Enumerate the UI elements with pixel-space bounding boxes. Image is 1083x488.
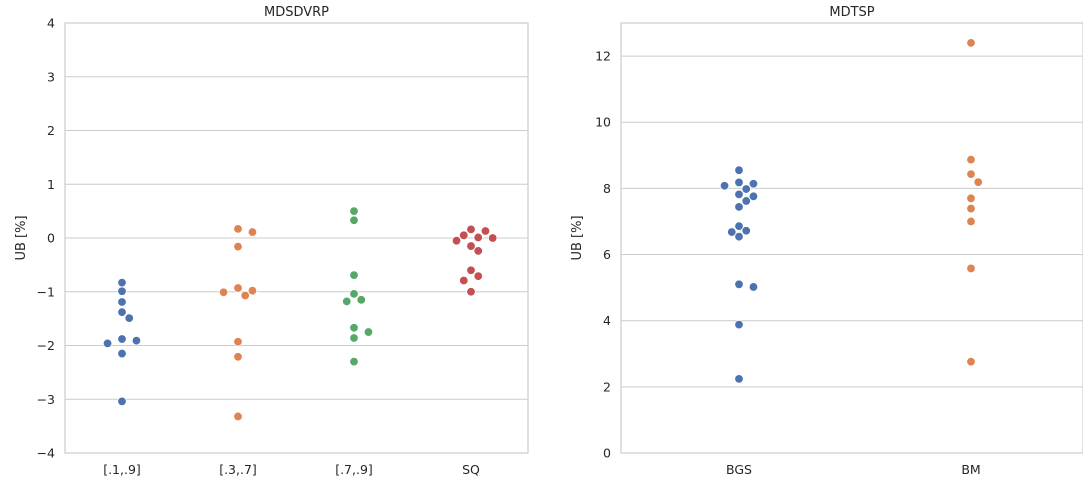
data-point <box>233 352 243 362</box>
data-point <box>466 241 476 251</box>
data-point <box>342 296 352 307</box>
data-point <box>466 224 476 235</box>
data-point <box>117 396 127 407</box>
data-point <box>117 348 127 359</box>
data-point <box>117 307 127 317</box>
y-tick-label: 1 <box>47 177 55 192</box>
data-point <box>734 221 744 231</box>
y-tick-label: 8 <box>603 181 611 196</box>
y-tick-label: 12 <box>595 49 611 64</box>
data-point <box>966 216 976 227</box>
data-point <box>966 193 976 204</box>
data-point <box>349 356 359 367</box>
y-tick-label: 10 <box>595 115 611 130</box>
data-point <box>233 411 243 422</box>
data-point <box>748 179 759 189</box>
data-point <box>117 286 127 296</box>
chart-panel-mdtsp: 0 2 4 6 8 10 12 MDTSP UB [%] BGS BM <box>570 5 1083 477</box>
data-point <box>741 184 751 194</box>
y-axis-label: UB [%] <box>570 215 585 260</box>
x-tick-label: [.3,.7] <box>219 462 257 477</box>
data-point <box>247 285 258 296</box>
data-point <box>466 287 476 297</box>
data-point <box>473 246 483 256</box>
data-point <box>734 319 744 330</box>
data-point <box>233 283 243 293</box>
y-tick-label: 3 <box>47 69 55 84</box>
data-point <box>741 196 751 206</box>
y-tick-label: 2 <box>47 123 55 138</box>
y-tick-label: −1 <box>37 284 55 299</box>
y-tick-label: −3 <box>37 392 55 407</box>
data-point <box>966 38 976 48</box>
data-point <box>966 154 976 165</box>
x-tick-label: SQ <box>462 462 480 477</box>
data-point <box>349 323 359 333</box>
data-point <box>349 215 359 225</box>
data-point <box>734 177 744 188</box>
data-point <box>741 226 751 236</box>
plot-frame <box>64 22 529 454</box>
data-point <box>734 165 744 175</box>
data-point <box>131 335 142 346</box>
data-point <box>719 181 730 191</box>
data-point <box>247 227 258 237</box>
data-point <box>117 334 127 344</box>
data-point <box>748 282 759 292</box>
data-point <box>363 327 374 337</box>
data-point <box>117 297 127 307</box>
data-point <box>466 265 476 275</box>
data-point <box>734 189 744 200</box>
y-tick-label: 6 <box>603 247 611 262</box>
x-tick-label: [.7,.9] <box>335 462 373 477</box>
data-point <box>734 231 744 242</box>
x-tick-label: BGS <box>726 462 752 477</box>
data-point <box>473 232 483 243</box>
data-point <box>233 241 243 252</box>
data-point <box>973 177 983 187</box>
data-point <box>240 290 250 301</box>
data-point <box>124 313 134 323</box>
y-tick-label: −4 <box>37 446 55 461</box>
x-tick-label: BM <box>961 462 980 477</box>
data-point <box>117 277 127 288</box>
y-tick-label: 0 <box>603 446 611 461</box>
data-point <box>459 230 469 241</box>
data-point <box>349 206 359 216</box>
data-point <box>233 224 243 234</box>
data-point <box>451 235 462 246</box>
plot-frame <box>620 22 1083 454</box>
data-point <box>966 203 976 214</box>
y-axis-label: UB [%] <box>14 215 29 260</box>
data-point <box>349 289 359 299</box>
data-point <box>487 233 498 243</box>
data-point <box>734 279 744 290</box>
data-point <box>727 227 737 237</box>
data-point <box>233 337 243 347</box>
data-point <box>748 191 759 202</box>
data-point <box>480 226 491 236</box>
chart-panel-mdsdvrp: −4 −3 −2 −1 0 1 2 3 4 MDSDVRP UB [%] [.1,.9] [.3,.7]… <box>14 5 529 477</box>
y-tick-label: −2 <box>37 338 55 353</box>
y-tick-label: 4 <box>47 16 55 31</box>
data-point <box>349 270 359 280</box>
chart-title: MDTSP <box>829 5 874 20</box>
data-point <box>966 263 976 274</box>
chart-title: MDSDVRP <box>264 5 329 20</box>
data-point <box>349 333 359 343</box>
data-point <box>966 357 976 367</box>
data-point <box>734 374 744 384</box>
data-point <box>966 169 976 179</box>
data-point <box>218 287 229 297</box>
y-tick-label: 4 <box>603 313 611 328</box>
data-point <box>473 271 483 281</box>
data-point <box>102 338 113 349</box>
data-point <box>356 295 366 305</box>
data-point <box>734 202 744 212</box>
x-tick-label: [.1,.9] <box>103 462 141 477</box>
data-point <box>459 275 469 286</box>
y-tick-label: 0 <box>47 231 55 246</box>
y-tick-label: 2 <box>603 379 611 394</box>
